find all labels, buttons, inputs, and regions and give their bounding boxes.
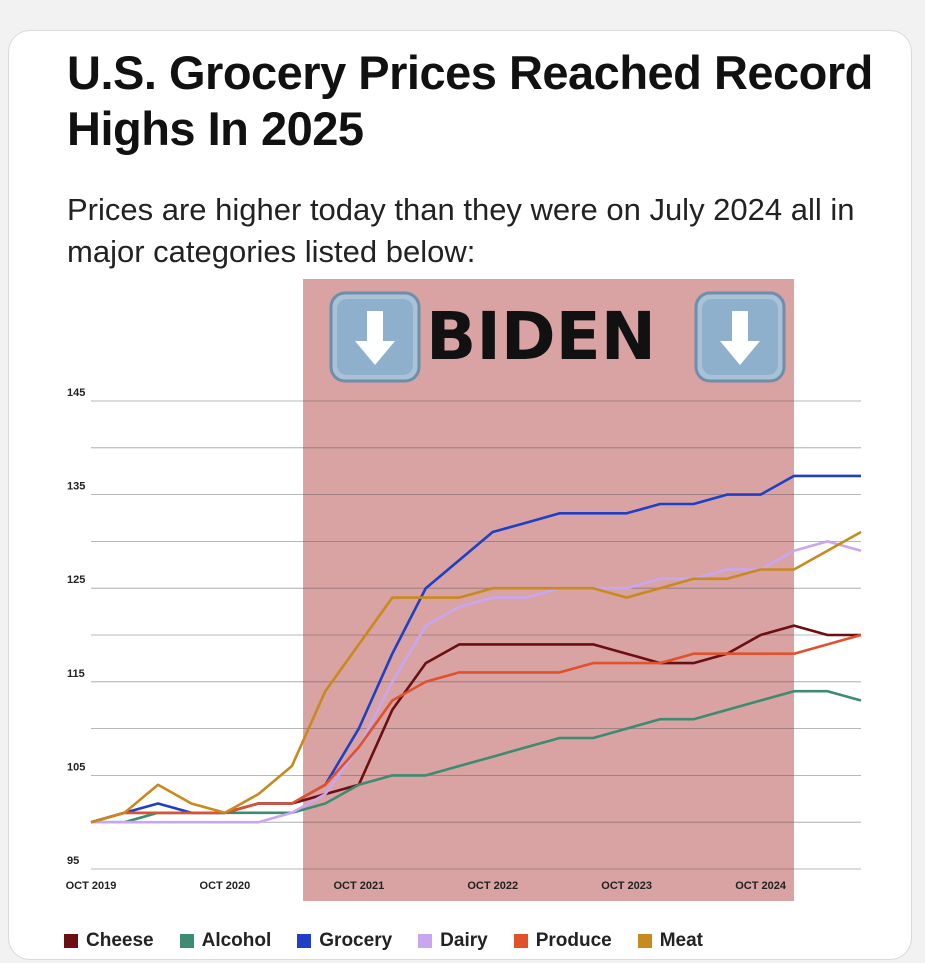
legend-label: Alcohol bbox=[201, 930, 272, 951]
legend-item-alcohol: Alcohol bbox=[179, 930, 272, 952]
biden-banner: BIDEN bbox=[329, 291, 786, 383]
legend-swatch bbox=[64, 934, 78, 948]
down-arrow-icon bbox=[329, 291, 421, 383]
x-tick-label: OCT 2023 bbox=[601, 880, 652, 892]
legend-item-meat: Meat bbox=[637, 930, 704, 952]
y-tick-label: 135 bbox=[67, 481, 85, 493]
chart-legend: Cheese Alcohol Grocery Dairy Produce Meat bbox=[64, 928, 904, 954]
chart-card: U.S. Grocery Prices Reached Record Highs… bbox=[8, 30, 912, 960]
series-lines bbox=[90, 474, 862, 824]
y-tick-labels: 95 105 115 125 135 145 bbox=[67, 387, 85, 867]
x-tick-label: OCT 2022 bbox=[467, 880, 518, 892]
legend-item-dairy: Dairy bbox=[418, 930, 488, 952]
biden-label: BIDEN bbox=[426, 298, 656, 375]
x-tick-labels: OCT 2019 OCT 2020 OCT 2021 OCT 2022 OCT 2023… bbox=[66, 880, 787, 892]
legend-swatch bbox=[179, 934, 194, 948]
y-tick-label: 115 bbox=[67, 668, 85, 680]
x-tick-label: OCT 2021 bbox=[333, 880, 384, 892]
y-tick-label: 125 bbox=[67, 574, 85, 586]
x-tick-label: OCT 2024 bbox=[735, 880, 787, 892]
legend-item-cheese: Cheese bbox=[64, 930, 154, 952]
legend-swatch bbox=[418, 934, 433, 948]
series-line-dairy bbox=[91, 540, 862, 824]
legend-label: Produce bbox=[535, 930, 612, 951]
legend-swatch bbox=[637, 934, 652, 948]
legend-label: Meat bbox=[659, 930, 704, 951]
series-line-meat bbox=[90, 530, 862, 824]
x-tick-label: OCT 2020 bbox=[200, 880, 251, 892]
legend-label: Cheese bbox=[86, 930, 154, 951]
chart-title: U.S. Grocery Prices Reached Record Highs… bbox=[67, 46, 873, 155]
legend-label: Dairy bbox=[440, 930, 488, 951]
legend-item-grocery: Grocery bbox=[297, 930, 392, 952]
legend-label: Grocery bbox=[319, 930, 393, 951]
y-tick-label: 145 bbox=[67, 387, 85, 399]
y-tick-label: 105 bbox=[67, 761, 85, 773]
x-tick-label: OCT 2019 bbox=[66, 880, 117, 892]
down-arrow-icon bbox=[694, 291, 786, 383]
series-line-produce bbox=[90, 633, 862, 824]
legend-swatch bbox=[513, 934, 528, 948]
chart-subtitle: Prices are higher today than they were o… bbox=[67, 192, 855, 269]
legend-item-produce: Produce bbox=[513, 930, 612, 952]
legend-swatch bbox=[297, 934, 312, 948]
y-tick-label: 95 bbox=[67, 855, 79, 867]
gridlines bbox=[91, 400, 861, 870]
